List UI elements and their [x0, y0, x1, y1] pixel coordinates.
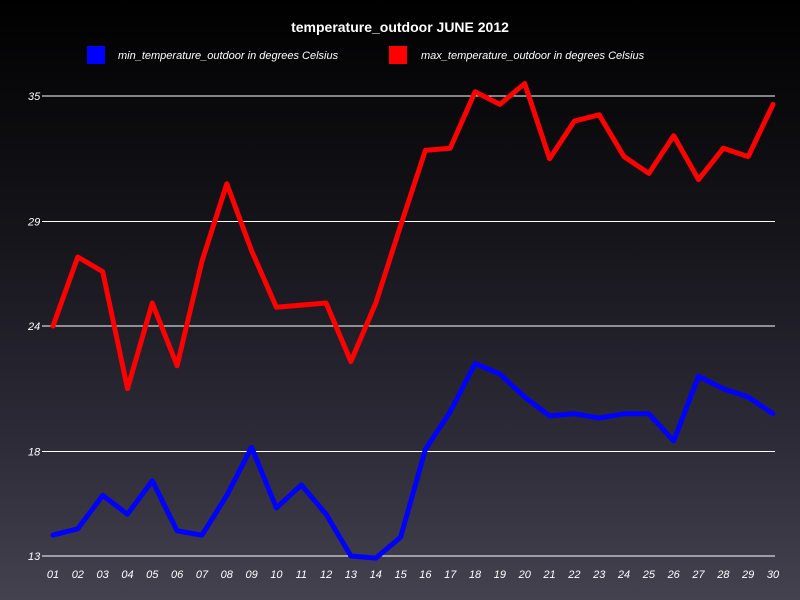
- x-tick-label: 06: [171, 569, 184, 581]
- x-tick-label: 13: [345, 569, 358, 581]
- x-tick-label: 19: [494, 569, 506, 581]
- x-tick-label: 05: [146, 569, 159, 581]
- x-tick-label: 04: [121, 569, 133, 581]
- x-tick-label: 29: [741, 569, 754, 581]
- x-tick-label: 09: [245, 569, 257, 581]
- x-tick-label: 30: [767, 569, 780, 581]
- chart-title: temperature_outdoor JUNE 2012: [291, 19, 509, 35]
- legend-label-min: min_temperature_outdoor in degrees Celsi…: [118, 50, 339, 62]
- x-tick-label: 10: [270, 569, 283, 581]
- y-tick-label: 13: [28, 551, 41, 563]
- y-tick-label: 18: [28, 446, 41, 458]
- x-axis-ticks: 01 02 03 04 05 06 07 08 09 10 11 12 13 14 15 16 17 18 19 20…: [47, 569, 780, 581]
- x-tick-label: 24: [617, 569, 630, 581]
- x-tick-label: 28: [716, 569, 730, 581]
- x-tick-label: 27: [691, 569, 705, 581]
- x-tick-label: 23: [592, 569, 606, 581]
- x-tick-label: 11: [296, 569, 307, 581]
- x-tick-label: 17: [444, 569, 457, 581]
- x-tick-label: 15: [394, 569, 407, 581]
- legend: min_temperature_outdoor in degrees Celsi…: [87, 46, 645, 64]
- min-temperature-line: [50, 361, 776, 561]
- series: [50, 81, 776, 561]
- x-tick-label: 16: [419, 569, 432, 581]
- x-tick-label: 01: [47, 569, 59, 581]
- x-tick-label: 02: [72, 569, 84, 581]
- y-tick-label: 35: [28, 91, 41, 103]
- y-axis-ticks: 13 18 24 29 35: [27, 91, 41, 563]
- grid: [42, 95, 775, 557]
- x-tick-label: 12: [320, 569, 332, 581]
- x-tick-label: 14: [370, 569, 382, 581]
- x-tick-label: 07: [196, 569, 209, 581]
- x-tick-label: 26: [667, 569, 681, 581]
- x-tick-label: 18: [469, 569, 482, 581]
- legend-swatch-max: [389, 46, 407, 64]
- max-temperature-line: [50, 81, 776, 392]
- legend-label-max: max_temperature_outdoor in degrees Celsi…: [421, 50, 645, 62]
- x-tick-label: 08: [221, 569, 234, 581]
- x-tick-label: 22: [567, 569, 580, 581]
- y-tick-label: 24: [27, 321, 40, 333]
- x-tick-label: 20: [518, 569, 532, 581]
- x-tick-label: 03: [97, 569, 110, 581]
- x-tick-label: 25: [642, 569, 656, 581]
- legend-swatch-min: [87, 46, 105, 64]
- x-tick-label: 21: [542, 569, 555, 581]
- y-tick-label: 29: [27, 216, 40, 228]
